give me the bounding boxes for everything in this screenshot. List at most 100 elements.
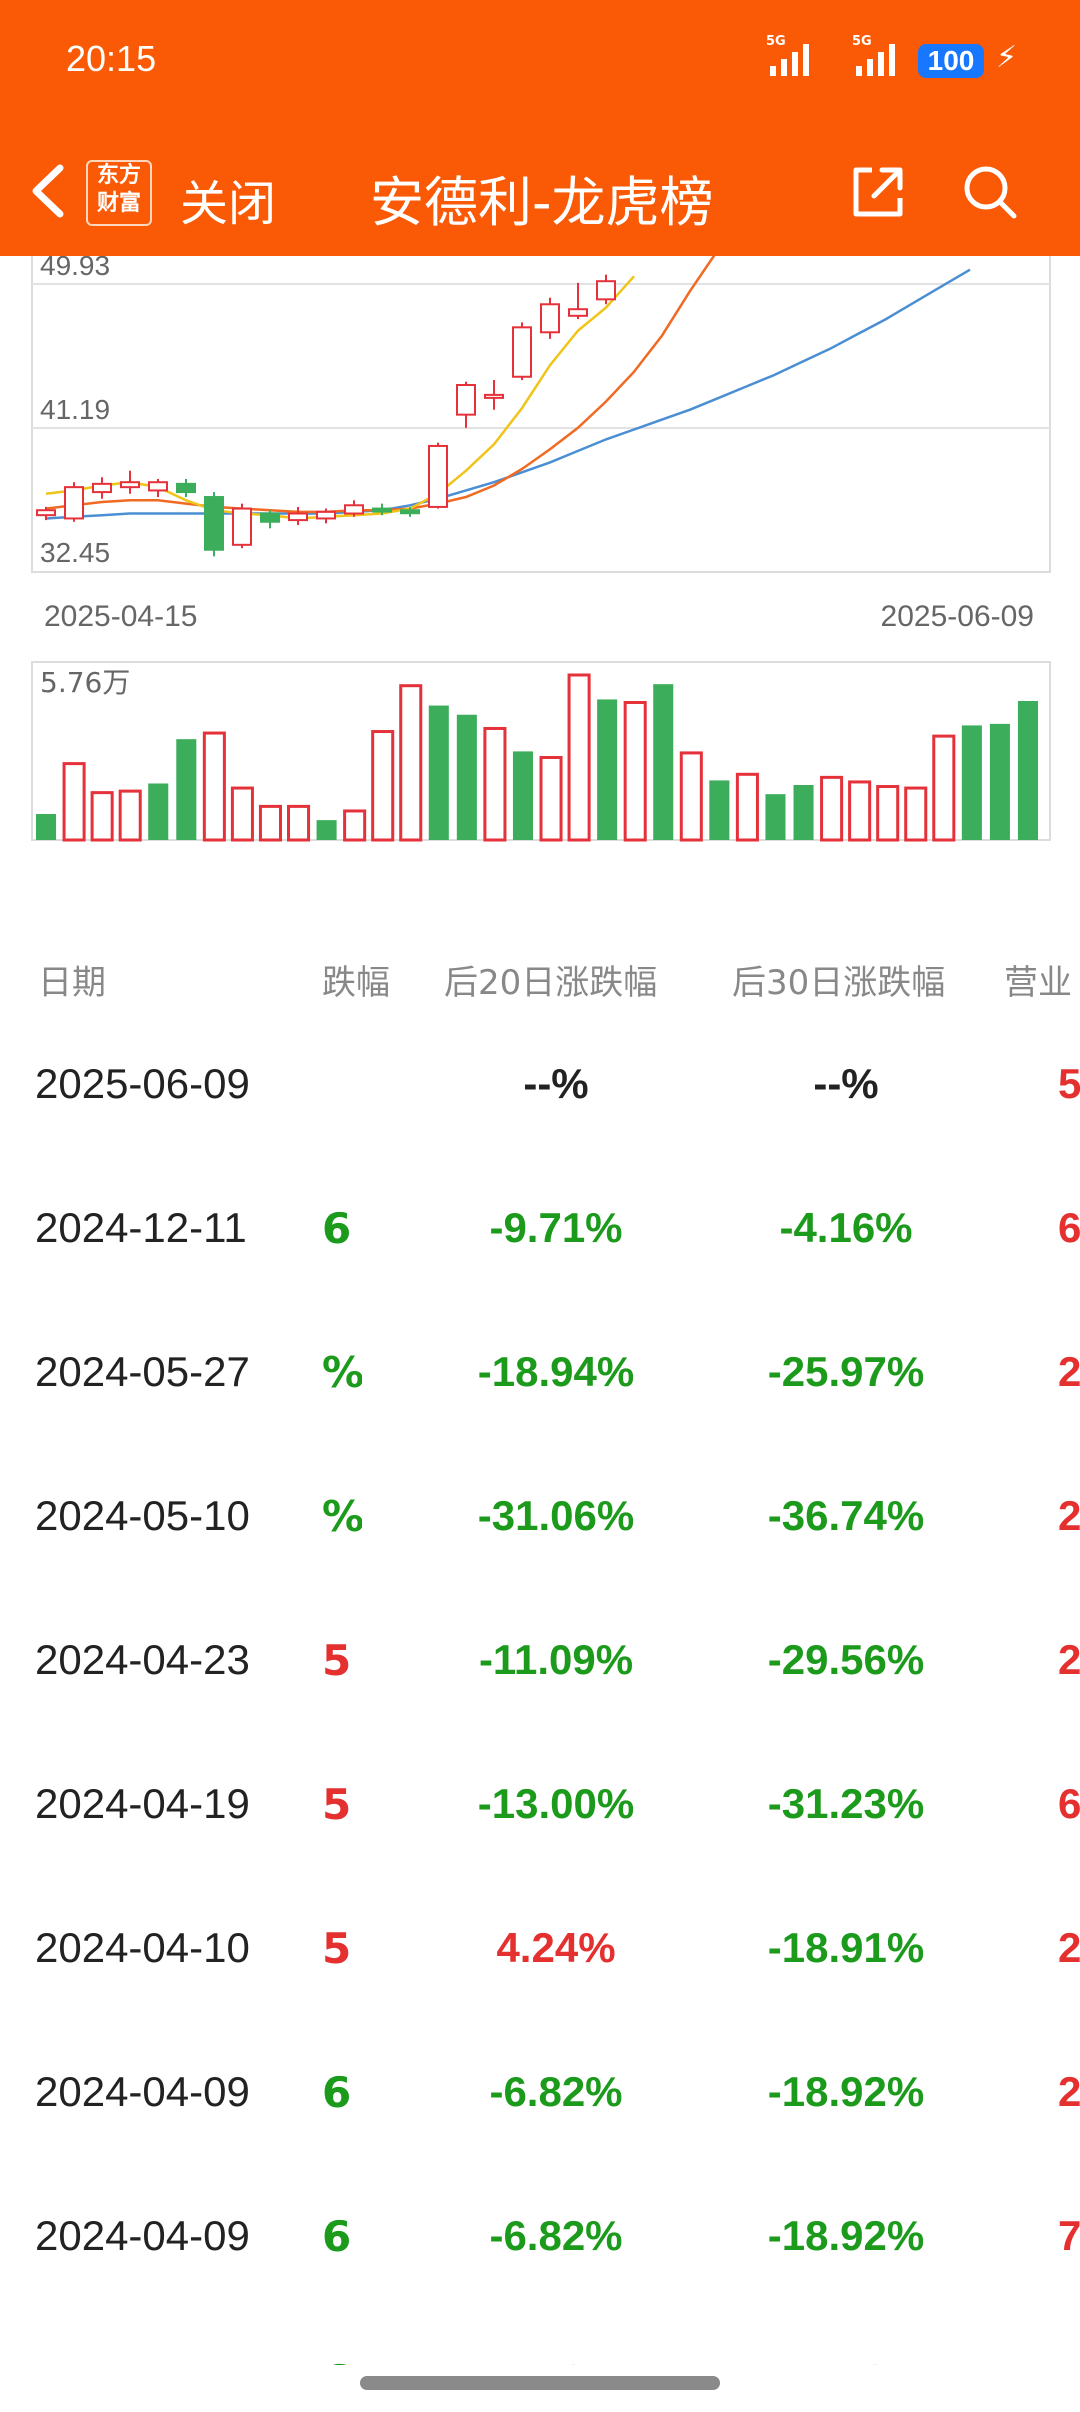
row-after20: --%: [523, 1060, 589, 1107]
ma5-line: [45, 275, 635, 520]
table-row[interactable]: 2024-04-09 6 -6.82% -18.92% 7: [0, 2162, 1080, 2306]
volume-bar: [343, 809, 367, 842]
row-after30: -18.92%: [767, 2212, 925, 2259]
signal-icon-2: 5G: [852, 34, 895, 76]
x-start-label: 2025-04-15: [44, 600, 197, 633]
back-icon[interactable]: [22, 158, 82, 224]
row-after20: -6.82%: [489, 2212, 623, 2259]
header-date[interactable]: 日期: [38, 963, 106, 1003]
row-after20: 4.24%: [496, 1924, 616, 1971]
top-nav: 东方 财富 关闭 安德利-龙虎榜: [0, 128, 1080, 256]
table-row[interactable]: 2025-06-09 --% --% 5: [0, 1010, 1080, 1154]
volume-bar: [765, 794, 786, 840]
row-change: 6: [322, 2356, 362, 2365]
volume-bar: [876, 785, 900, 842]
search-icon[interactable]: [960, 162, 1020, 222]
table-body: 2025-06-09 --% --% 5 2024-12-11 6 -9.71% -4.16%…: [0, 1010, 1080, 2365]
table-row[interactable]: 2024-05-10% -31.06% -36.74% 2: [0, 1442, 1080, 1586]
row-turnover: 2: [1058, 2068, 1080, 2115]
volume-bar: [258, 804, 283, 842]
row-after20: -31.06%: [477, 1492, 635, 1539]
x-end-label: 2025-06-09: [881, 600, 1034, 633]
volume-bar: [176, 739, 197, 840]
candle: [204, 496, 224, 551]
candle: [260, 512, 280, 523]
volume-bar: [793, 785, 814, 840]
row-turnover: 2: [1058, 1348, 1080, 1395]
row-change: %: [322, 1492, 362, 1541]
candle: [36, 509, 56, 517]
volume-bar: [148, 783, 169, 840]
table-row[interactable]: 2024-04-10 5 4.24% -18.91% 2: [0, 1874, 1080, 2018]
volume-max-label: 5.76万: [40, 666, 130, 699]
row-after30: -36.74%: [767, 1492, 925, 1539]
row-after30: -4.16%: [779, 1204, 913, 1251]
row-date: 2024-05-27: [35, 1348, 250, 1395]
close-button[interactable]: 关闭: [180, 176, 277, 232]
volume-bar: [483, 726, 507, 842]
volume-bar: [512, 751, 533, 840]
candle: [372, 507, 392, 513]
status-time: 20:15: [66, 38, 157, 79]
row-turnover: 6: [1058, 1204, 1080, 1251]
charging-icon: ⚡: [996, 40, 1018, 75]
candle: [316, 510, 336, 520]
volume-bar: [932, 734, 956, 842]
candle: [288, 512, 308, 522]
table-row[interactable]: 2024-04-09 6 -6.82% -18.92% 2: [0, 2018, 1080, 2162]
row-after30: -25.97%: [767, 1348, 925, 1395]
candle: [596, 280, 616, 301]
volume-bar: [456, 714, 477, 840]
row-date: 2024-04-09: [35, 2356, 250, 2365]
table-header: 日期 跌幅 后20日涨跌幅 后30日涨跌幅 营业: [0, 955, 1080, 1015]
row-change: 5: [322, 1780, 352, 1829]
table-row[interactable]: 2024-05-27% -18.94% -25.97% 2: [0, 1298, 1080, 1442]
home-indicator[interactable]: [360, 2376, 720, 2390]
table-row[interactable]: 2024-04-09 6 -6.82%-18.92% 1: [0, 2306, 1080, 2365]
row-change: 6: [322, 2068, 352, 2117]
volume-bar: [428, 705, 449, 840]
row-turnover: 2: [1058, 1924, 1080, 1971]
network-type-2: 5G: [852, 34, 872, 49]
status-bar: 20:15 5G 5G 100 ⚡: [0, 0, 1080, 128]
candle: [344, 504, 364, 515]
header-after30[interactable]: 后30日涨跌幅: [732, 963, 946, 1003]
candle: [456, 383, 476, 416]
row-after30: --%: [813, 1060, 879, 1107]
row-after20: -18.94%: [477, 1348, 635, 1395]
table-row[interactable]: 2024-04-23 5 -11.09% -29.56% 2: [0, 1586, 1080, 1730]
row-date: 2024-04-09: [35, 2212, 250, 2259]
row-turnover: 2: [1058, 1492, 1080, 1539]
volume-bar: [202, 731, 226, 842]
header-change[interactable]: 跌幅: [322, 963, 390, 1003]
volume-bar: [709, 780, 730, 840]
row-after30: -31.23%: [767, 1780, 925, 1827]
candle: [232, 507, 252, 546]
volume-bar: [316, 820, 337, 840]
table-row[interactable]: 2024-12-11 6 -9.71% -4.16% 6: [0, 1154, 1080, 1298]
candle: [400, 509, 420, 515]
volume-bar: [539, 756, 563, 842]
logo-text-1: 东方: [96, 163, 141, 188]
candle: [176, 482, 196, 494]
header-turnover[interactable]: 营业: [1004, 963, 1072, 1003]
y-tick-mid: 41.19: [40, 394, 110, 425]
table-row[interactable]: 2024-04-19 5 -13.00% -31.23% 6: [0, 1730, 1080, 1874]
page-title: 安德利-龙虎榜: [370, 171, 714, 234]
row-after30: -18.92%: [767, 2068, 925, 2115]
candle: [540, 303, 560, 334]
volume-bar: [399, 684, 423, 842]
volume-bar: [230, 786, 254, 842]
volume-chart: [31, 661, 1051, 842]
kline-frame: [31, 256, 1051, 573]
share-icon[interactable]: [848, 162, 908, 222]
volume-bar: [371, 730, 395, 842]
row-after20: -6.82%: [400, 2356, 712, 2365]
header-after20[interactable]: 后20日涨跌幅: [444, 963, 658, 1003]
row-change: 5: [322, 1924, 352, 1973]
kline-chart: [31, 256, 1051, 573]
candle: [120, 481, 140, 489]
battery-icon: 100: [918, 44, 984, 78]
candle: [484, 393, 504, 399]
signal-icon: 5G: [766, 34, 809, 76]
